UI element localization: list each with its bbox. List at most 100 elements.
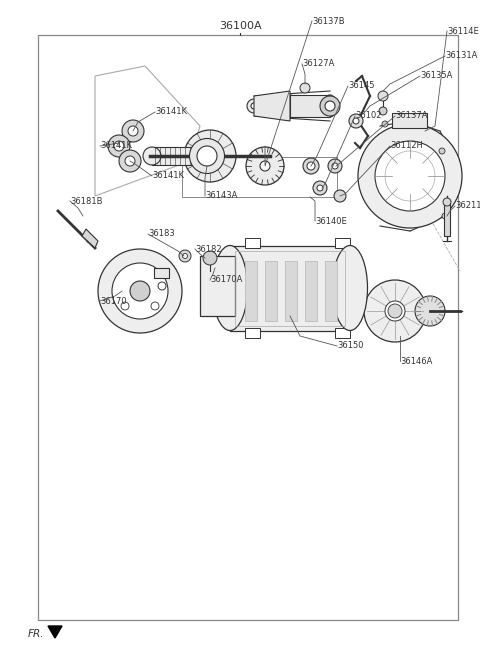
Bar [254,102,274,109]
Circle shape [158,282,166,290]
Text: FR.: FR. [28,629,45,639]
Text: 36141K: 36141K [152,171,184,180]
Bar [38,35,458,620]
Text: 36183: 36183 [148,230,175,239]
Polygon shape [285,261,297,321]
Polygon shape [254,91,290,121]
Circle shape [325,101,335,111]
Circle shape [332,163,338,169]
Circle shape [182,253,188,258]
Text: 36135A: 36135A [420,72,452,81]
Circle shape [151,302,159,310]
Text: 36137B: 36137B [312,16,345,26]
Bar [200,256,235,316]
Polygon shape [290,96,330,116]
Ellipse shape [364,280,426,342]
Polygon shape [325,261,337,321]
Circle shape [307,162,315,170]
Circle shape [114,141,124,151]
Circle shape [375,141,445,211]
Circle shape [442,213,448,219]
Text: 36100A: 36100A [219,21,261,31]
Circle shape [125,156,135,166]
Circle shape [119,150,141,172]
Polygon shape [245,328,260,338]
Circle shape [313,181,327,195]
Circle shape [300,83,310,93]
Text: 36131A: 36131A [445,52,478,60]
Ellipse shape [197,146,217,166]
Ellipse shape [213,245,248,331]
Text: 36145: 36145 [348,81,374,91]
Text: 36143A: 36143A [205,192,238,201]
Circle shape [379,107,387,115]
Circle shape [443,198,451,206]
Bar [230,246,350,331]
Text: 36181B: 36181B [70,197,103,205]
Circle shape [98,249,182,333]
Text: 36140E: 36140E [315,216,347,226]
Text: 36211: 36211 [455,201,480,211]
Circle shape [247,99,261,113]
Text: 36141K: 36141K [100,142,132,150]
Polygon shape [335,238,350,248]
Polygon shape [305,261,317,321]
Ellipse shape [415,296,445,326]
Circle shape [251,103,257,109]
Circle shape [203,251,217,265]
Ellipse shape [385,301,405,321]
Polygon shape [265,261,277,321]
Text: 36102: 36102 [355,112,382,121]
Circle shape [130,281,150,301]
Circle shape [320,96,340,116]
Text: 36170A: 36170A [210,276,242,285]
Bar [154,268,169,278]
Ellipse shape [143,147,161,165]
Text: 36150: 36150 [337,342,363,350]
Circle shape [108,135,130,157]
Ellipse shape [333,245,368,331]
Text: 36182: 36182 [195,245,222,253]
Circle shape [349,114,363,128]
Bar [182,157,337,197]
Text: 36114E: 36114E [447,26,479,35]
Bar [152,147,207,165]
Polygon shape [245,238,260,248]
Circle shape [388,304,402,318]
Text: 36146A: 36146A [400,356,432,365]
Polygon shape [82,229,98,248]
Ellipse shape [184,130,236,182]
Ellipse shape [197,143,223,169]
Text: 36127A: 36127A [302,60,335,68]
Circle shape [128,126,138,136]
Ellipse shape [323,95,337,117]
Circle shape [317,185,323,191]
Circle shape [353,118,359,124]
Text: 36112H: 36112H [390,142,423,150]
Circle shape [382,121,388,127]
Ellipse shape [283,95,297,117]
Ellipse shape [260,161,270,171]
Circle shape [358,124,462,228]
Ellipse shape [246,147,284,185]
Circle shape [121,302,129,310]
Circle shape [112,263,168,319]
Circle shape [179,250,191,262]
Polygon shape [335,328,350,338]
Text: 36170: 36170 [100,297,127,306]
Bar [290,95,330,117]
Text: 36141K: 36141K [155,108,187,117]
Circle shape [439,148,445,154]
Circle shape [334,190,346,202]
Circle shape [328,159,342,173]
Bar [235,251,345,326]
Polygon shape [48,626,62,638]
Polygon shape [245,261,257,321]
Ellipse shape [190,138,225,173]
Bar [392,113,427,128]
Circle shape [122,120,144,142]
Circle shape [303,158,319,174]
Circle shape [378,91,388,101]
Text: 36137A: 36137A [395,112,428,121]
Bar [444,201,450,236]
